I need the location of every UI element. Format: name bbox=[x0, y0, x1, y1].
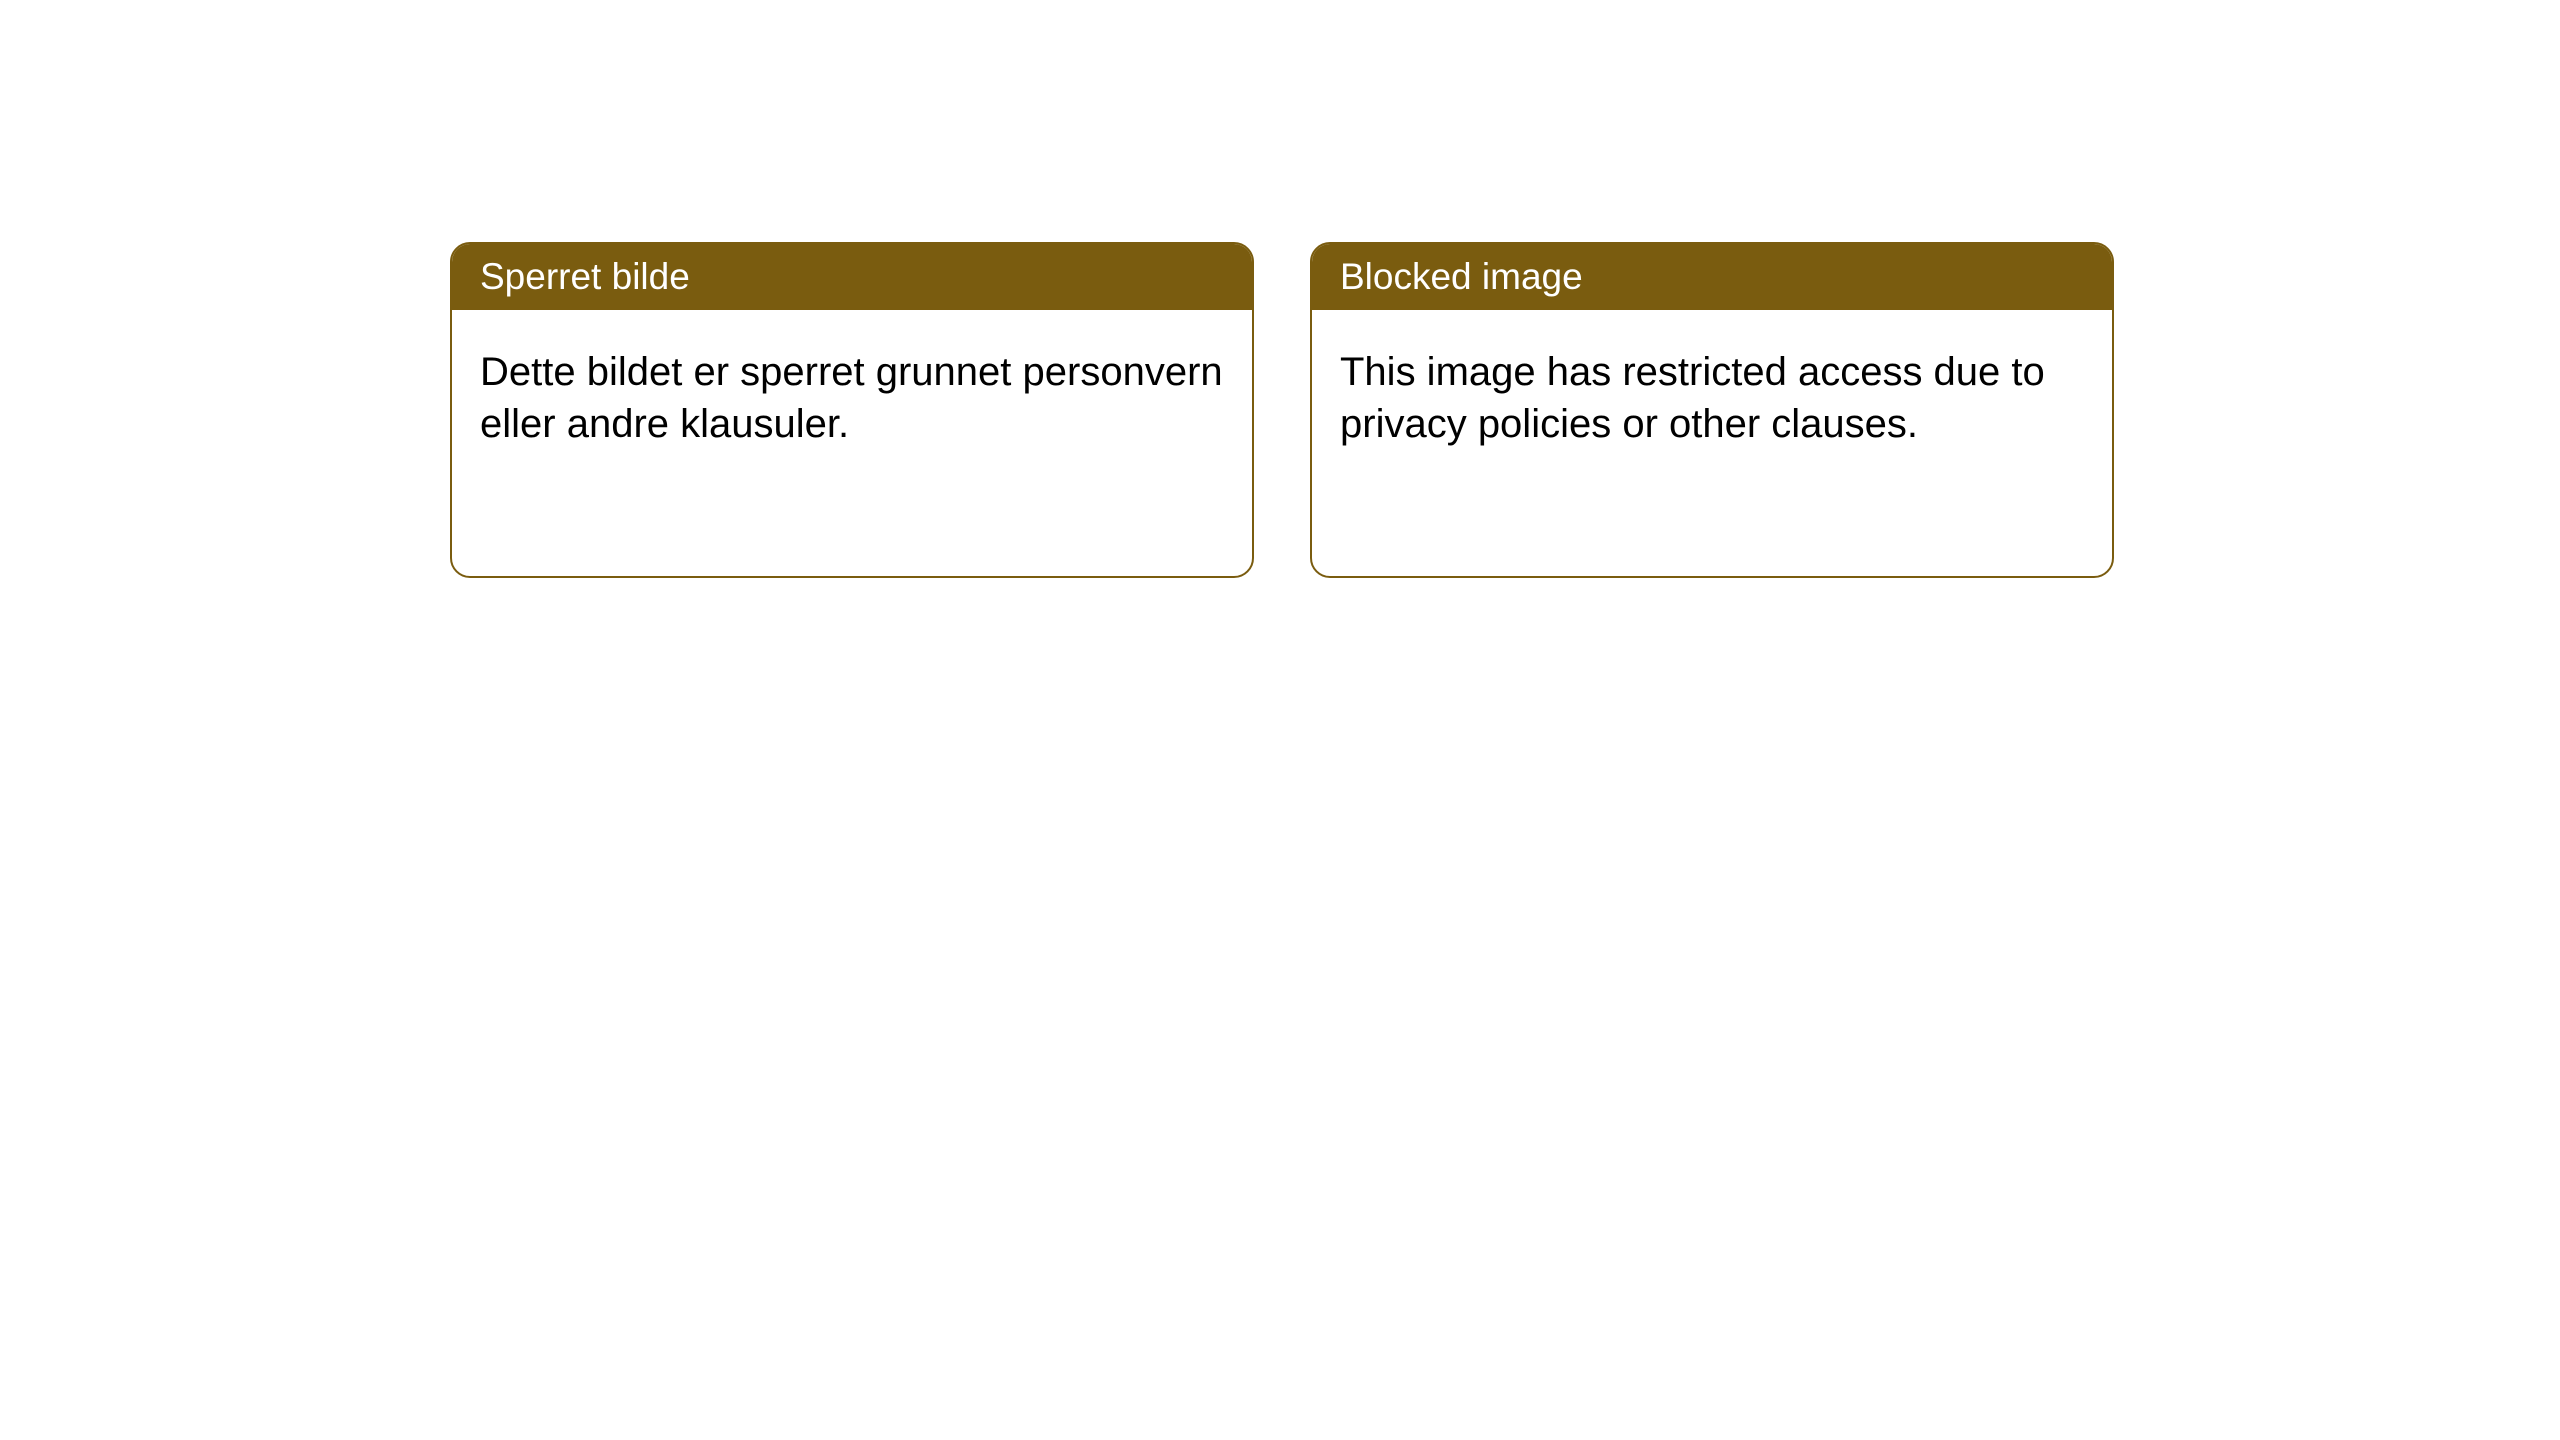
notice-container: Sperret bilde Dette bildet er sperret gr… bbox=[0, 0, 2560, 578]
card-header: Sperret bilde bbox=[452, 244, 1252, 310]
notice-card-norwegian: Sperret bilde Dette bildet er sperret gr… bbox=[450, 242, 1254, 578]
card-body-text: Dette bildet er sperret grunnet personve… bbox=[480, 350, 1223, 446]
card-body-text: This image has restricted access due to … bbox=[1340, 350, 2045, 446]
card-body: This image has restricted access due to … bbox=[1312, 310, 2112, 486]
card-header: Blocked image bbox=[1312, 244, 2112, 310]
card-body: Dette bildet er sperret grunnet personve… bbox=[452, 310, 1252, 486]
card-title: Blocked image bbox=[1340, 256, 1583, 297]
notice-card-english: Blocked image This image has restricted … bbox=[1310, 242, 2114, 578]
card-title: Sperret bilde bbox=[480, 256, 690, 297]
